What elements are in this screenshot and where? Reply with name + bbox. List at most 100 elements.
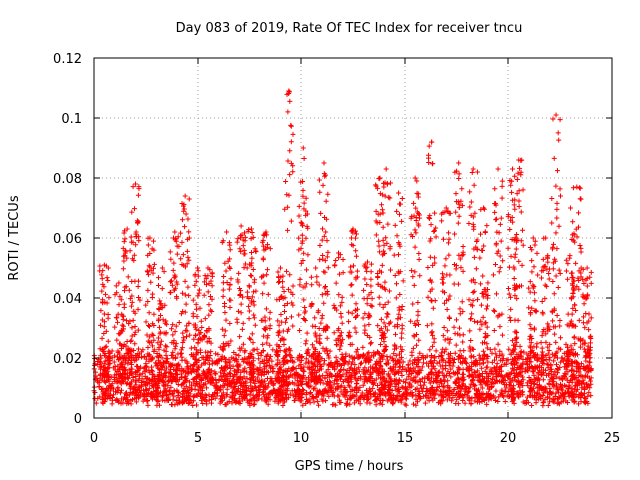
data-point: [558, 194, 563, 199]
data-point: [325, 238, 330, 243]
data-point: [301, 146, 306, 151]
data-point: [519, 210, 524, 215]
data-point: [262, 281, 267, 286]
data-point: [534, 345, 539, 350]
data-point: [478, 232, 483, 237]
data-point: [572, 335, 577, 340]
data-point: [427, 347, 432, 352]
data-point: [224, 269, 229, 274]
data-point: [385, 222, 390, 227]
chart-title: Day 083 of 2019, Rate Of TEC Index for r…: [176, 21, 523, 36]
data-point: [492, 210, 497, 215]
data-point: [427, 239, 432, 244]
data-point: [321, 301, 326, 306]
data-point: [284, 269, 289, 274]
data-point: [380, 263, 385, 268]
data-point: [146, 272, 151, 277]
data-point: [532, 242, 537, 247]
data-point: [320, 253, 325, 258]
data-point: [305, 331, 310, 336]
data-point: [517, 204, 522, 209]
data-point: [228, 366, 233, 371]
data-point: [332, 330, 337, 335]
data-point: [484, 402, 489, 407]
data-point: [249, 274, 254, 279]
data-point: [452, 281, 457, 286]
data-point: [576, 210, 581, 215]
data-point: [461, 244, 466, 249]
data-point: [377, 244, 382, 249]
data-point: [247, 336, 252, 341]
data-point: [354, 254, 359, 259]
data-point: [555, 168, 560, 173]
data-point: [540, 403, 545, 408]
x-tick-label: 5: [194, 431, 202, 446]
data-point: [460, 299, 465, 304]
data-point: [589, 281, 594, 286]
y-axis-label: ROTI / TECUs: [7, 195, 22, 280]
data-point: [417, 273, 422, 278]
data-point: [547, 277, 552, 282]
data-point: [250, 230, 255, 235]
data-point: [445, 307, 450, 312]
data-point: [253, 323, 258, 328]
data-point: [276, 280, 281, 285]
data-point: [179, 240, 184, 245]
data-point: [160, 286, 165, 291]
data-point: [494, 291, 499, 296]
data-point: [475, 170, 480, 175]
data-point: [224, 230, 229, 235]
data-point: [534, 251, 539, 256]
data-point: [466, 221, 471, 226]
data-point: [444, 272, 449, 277]
data-point: [415, 300, 420, 305]
data-point: [493, 217, 498, 222]
data-point: [512, 202, 517, 207]
data-point: [393, 223, 398, 228]
data-point: [289, 300, 294, 305]
data-point: [136, 193, 141, 198]
data-point: [241, 243, 246, 248]
data-point: [353, 326, 358, 331]
data-point: [151, 239, 156, 244]
data-point: [100, 300, 105, 305]
data-point: [239, 302, 244, 307]
data-point: [288, 123, 293, 128]
data-point: [384, 315, 389, 320]
data-point: [480, 273, 485, 278]
data-point: [539, 276, 544, 281]
data-point: [323, 230, 328, 235]
data-point: [150, 292, 155, 297]
data-point: [115, 320, 120, 325]
data-point: [235, 320, 240, 325]
data-point: [187, 197, 192, 202]
data-point: [174, 341, 179, 346]
data-point: [362, 331, 367, 336]
data-point: [105, 278, 110, 283]
data-point: [556, 138, 561, 143]
data-point: [492, 347, 497, 352]
data-point: [157, 325, 162, 330]
data-point: [427, 216, 432, 221]
data-point: [485, 303, 490, 308]
data-point: [565, 277, 570, 282]
data-point: [484, 365, 489, 370]
data-point: [172, 230, 177, 235]
data-point: [410, 274, 415, 279]
data-point: [374, 233, 379, 238]
data-point: [208, 349, 213, 354]
data-point: [429, 299, 434, 304]
data-point: [239, 224, 244, 229]
data-point: [507, 315, 512, 320]
data-point: [169, 278, 174, 283]
data-point: [128, 248, 133, 253]
data-point: [570, 219, 575, 224]
data-point: [121, 258, 126, 263]
data-point: [253, 289, 258, 294]
data-point: [471, 290, 476, 295]
data-point: [320, 313, 325, 318]
data-point: [122, 305, 127, 310]
data-point: [312, 399, 317, 404]
data-point: [513, 318, 518, 323]
data-point: [440, 271, 445, 276]
